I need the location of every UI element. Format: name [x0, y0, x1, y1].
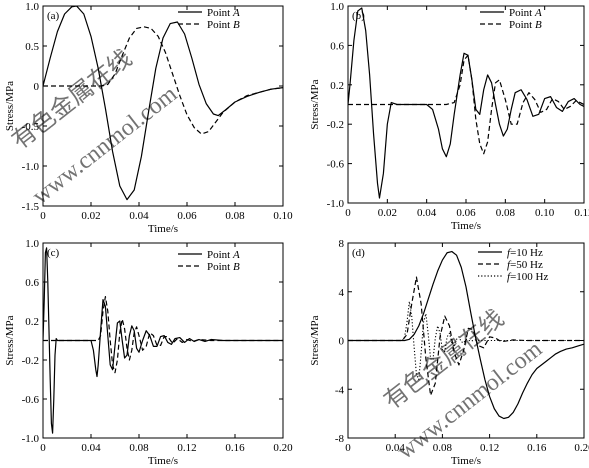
plot-frame: [42, 5, 284, 207]
x-axis-title: Time/s: [148, 223, 178, 235]
y-tick-label: -0.2: [327, 119, 344, 131]
series-line-1: [43, 6, 283, 201]
y-axis-title: Stress/MPa: [4, 315, 16, 365]
x-tick-label: 0.10: [273, 210, 293, 222]
y-tick-label: 0.2: [25, 316, 39, 328]
x-tick-label: 0.08: [225, 210, 245, 222]
series-line-2: [348, 276, 584, 396]
y-tick-label: -0.6: [22, 394, 40, 406]
x-tick-label: 0.06: [456, 207, 476, 219]
series-line-1: [348, 250, 584, 420]
y-tick-label: -1.5: [22, 201, 40, 213]
x-tick-label: 0: [345, 442, 351, 454]
y-axis-title: Stress/MPa: [309, 79, 321, 129]
x-tick-label: 0.04: [417, 207, 437, 219]
y-tick-label: -0.5: [22, 121, 40, 133]
x-tick-label: 0.06: [177, 210, 197, 222]
x-tick-label: 0.20: [273, 442, 293, 454]
x-tick-label: 0.16: [527, 442, 547, 454]
panel-label: (c): [47, 247, 60, 259]
legend-label: Point A: [509, 7, 542, 19]
legend-label: Point A: [207, 7, 240, 19]
x-tick-label: 0.04: [81, 442, 101, 454]
x-tick-label: 0.10: [535, 207, 555, 219]
chart-panel-b: 0 0.02 0.04 0.06 0.08 0.10 0.12 -1.0 -0.6 -0.2 0.2…: [309, 1, 589, 232]
y-tick-label: 0: [339, 336, 345, 348]
x-tick-label: 0.02: [378, 207, 397, 219]
x-tick-label: 0.12: [480, 442, 499, 454]
y-axis-title: Stress/MPa: [4, 81, 16, 131]
x-axis-title: Time/s: [148, 455, 178, 467]
legend-label: f=100 Hz: [507, 271, 548, 283]
x-tick-label: 0: [40, 442, 46, 454]
y-tick-label: 8: [339, 238, 345, 250]
series-group: [348, 250, 584, 420]
legend-label: Point A: [207, 249, 240, 261]
legend-label: Point B: [207, 19, 240, 31]
series-group: [348, 7, 584, 199]
legend-label: Point B: [207, 261, 240, 273]
x-tick-label: 0.04: [386, 442, 406, 454]
y-tick-label: 0.5: [25, 41, 39, 53]
y-tick-label: 0.6: [330, 40, 344, 52]
y-tick-label: 0.6: [25, 277, 39, 289]
legend-label: f=10 Hz: [507, 247, 543, 259]
y-tick-label: -1.0: [22, 433, 40, 445]
x-axis-title: Time/s: [451, 220, 481, 232]
legend-label: f=50 Hz: [507, 259, 543, 271]
panel-label: (a): [47, 10, 60, 22]
legend: f=10 Hzf=50 Hzf=100 Hz: [478, 247, 548, 283]
series-group: [43, 6, 283, 201]
x-tick-label: 0.08: [496, 207, 516, 219]
x-tick-label: 0.02: [81, 210, 100, 222]
y-tick-label: -1.0: [327, 198, 345, 210]
chart-panel-a: 0 0.02 0.04 0.06 0.08 0.10 -1.5 -1.0 -0.5 0 0.5 1.0…: [4, 1, 293, 235]
y-tick-label: -1.0: [22, 161, 40, 173]
chart-panel-c: 0 0.04 0.08 0.12 0.16 0.20 -1.0 -0.6 -0.2 0.2 0.6 1…: [4, 238, 293, 467]
series-line-1: [348, 7, 584, 199]
series-line-2: [348, 54, 584, 155]
x-tick-label: 0.20: [574, 442, 589, 454]
x-tick-label: 0.08: [433, 442, 453, 454]
y-tick-label: 1.0: [25, 1, 39, 13]
series-line-1: [43, 247, 283, 434]
y-tick-label: 4: [339, 287, 345, 299]
series-line-2: [43, 296, 283, 374]
y-tick-label: -4: [335, 384, 345, 396]
y-axis-title: Stress/MPa: [309, 315, 321, 365]
x-tick-label: 0: [40, 210, 46, 222]
x-tick-label: 0.08: [129, 442, 149, 454]
panels: 0 0.02 0.04 0.06 0.08 0.10 -1.5 -1.0 -0.5 0 0.5 1.0…: [4, 1, 589, 467]
y-tick-label: -8: [335, 433, 345, 445]
panel-label: (d): [352, 247, 365, 259]
x-tick-label: 0.12: [574, 207, 589, 219]
x-tick-label: 0: [345, 207, 351, 219]
x-tick-label: 0.16: [225, 442, 245, 454]
legend-label: Point B: [509, 19, 542, 31]
y-tick-label: -0.2: [22, 355, 39, 367]
x-tick-label: 0.12: [177, 442, 196, 454]
y-tick-label: 0: [34, 81, 40, 93]
x-tick-label: 0.04: [129, 210, 149, 222]
y-tick-label: -0.6: [327, 159, 345, 171]
series-group: [43, 247, 283, 434]
panel-label: (b): [352, 10, 365, 22]
y-tick-label: 1.0: [330, 1, 344, 13]
x-axis-title: Time/s: [451, 455, 481, 467]
y-tick-label: 0.2: [330, 80, 344, 92]
chart-panel-d: 0 0.04 0.08 0.12 0.16 0.20 -8 -4 0 4 8 Time/s Stress…: [309, 238, 589, 467]
y-tick-label: 1.0: [25, 238, 39, 250]
